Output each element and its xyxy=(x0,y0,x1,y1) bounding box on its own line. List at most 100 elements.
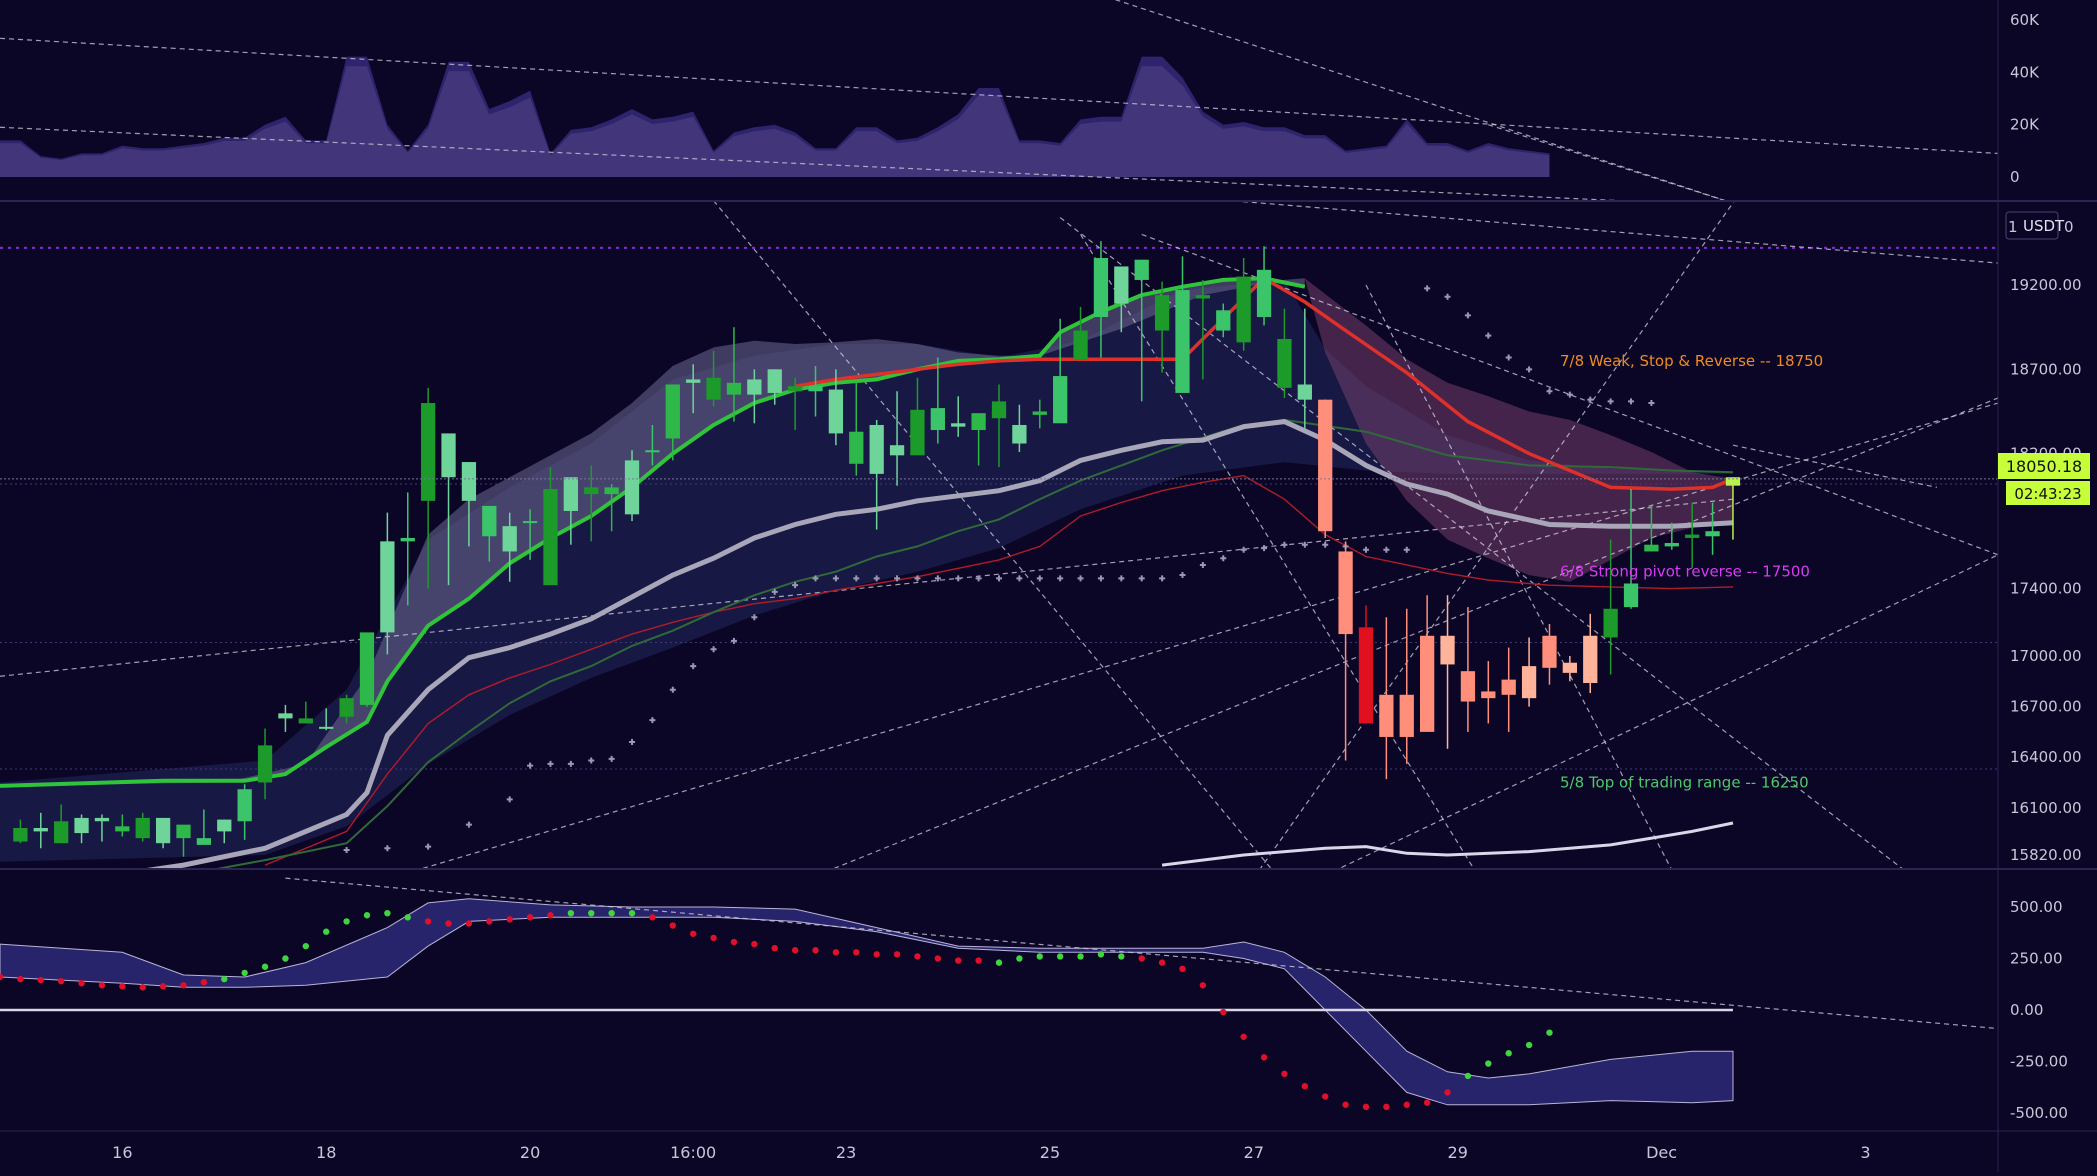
psar-mark xyxy=(384,845,391,852)
volume-trend-line xyxy=(0,37,1998,155)
currency-badge[interactable] xyxy=(2005,211,2059,240)
trend-line xyxy=(1339,554,1998,868)
trend-line xyxy=(1365,284,1672,868)
candle-body xyxy=(1256,269,1272,318)
psar-mark xyxy=(1057,575,1064,582)
osc-dot xyxy=(139,984,146,991)
osc-dot xyxy=(384,909,391,917)
osc-dot xyxy=(241,969,248,977)
osc-dot xyxy=(832,949,840,956)
osc-dot xyxy=(506,916,513,923)
psar-mark xyxy=(567,760,574,767)
psar-mark xyxy=(1424,285,1431,292)
psar-mark xyxy=(1505,354,1512,361)
trend-line xyxy=(1240,202,1998,264)
currency-close: 0 xyxy=(2064,218,2074,236)
candle-body xyxy=(1623,583,1639,608)
osc-dot xyxy=(343,918,350,925)
psar-mark xyxy=(730,637,737,644)
candle-body xyxy=(421,403,436,501)
candle-body xyxy=(339,698,354,717)
candle-body xyxy=(665,384,680,439)
candle-body xyxy=(869,424,884,474)
countdown-tag: 02:43:23 xyxy=(2014,485,2081,503)
psar-mark xyxy=(853,575,860,582)
psar-mark xyxy=(894,575,901,582)
psar-mark xyxy=(1444,293,1451,300)
psar-mark xyxy=(771,588,778,595)
psar-mark xyxy=(1016,575,1023,582)
candle-body xyxy=(298,718,313,724)
volume-tick-label: 60K xyxy=(2010,11,2040,29)
candle-body xyxy=(767,369,782,393)
osc-dot xyxy=(1403,1101,1410,1108)
osc-dot xyxy=(853,949,860,956)
osc-dot xyxy=(1281,1070,1288,1078)
candle-body xyxy=(787,386,803,392)
candle-body xyxy=(461,462,477,501)
osc-dot xyxy=(404,914,411,921)
psar-mark xyxy=(690,663,697,670)
psar-mark xyxy=(1607,398,1614,405)
psar-mark xyxy=(1138,575,1145,582)
osc-dot xyxy=(649,914,656,921)
osc-dot xyxy=(1485,1060,1492,1067)
osc-dot xyxy=(1158,959,1166,966)
osc-dot xyxy=(1546,1029,1553,1036)
osc-dot xyxy=(995,959,1003,966)
osc-tick-label: 500.00 xyxy=(2010,898,2063,916)
osc-dot xyxy=(628,909,636,917)
price-panel: 7/8 Weak, Stop & Reverse -- 18750 6/8 Str… xyxy=(0,202,1998,868)
osc-tick-label: 250.00 xyxy=(2010,950,2063,968)
oscillator-panel xyxy=(0,877,1998,1111)
psar-mark xyxy=(1097,575,1104,582)
candle-body xyxy=(135,817,150,839)
candle-body xyxy=(1521,666,1537,699)
candle-body xyxy=(33,828,48,832)
candle-body xyxy=(808,386,823,392)
osc-dot xyxy=(771,945,778,952)
price-tick-label: 18700.00 xyxy=(2010,360,2082,378)
candle-body xyxy=(380,541,395,633)
osc-dot xyxy=(180,982,187,989)
candle-body xyxy=(1603,608,1618,638)
volume-trend-line xyxy=(1488,124,1726,200)
osc-dot xyxy=(1362,1103,1370,1111)
murrey-annotation-1: 7/8 Weak, Stop & Reverse -- 18750 xyxy=(1560,352,1823,370)
time-tick-label: 29 xyxy=(1448,1143,1468,1162)
ma-gray xyxy=(146,419,1734,868)
candle-body xyxy=(624,460,640,515)
osc-dot xyxy=(893,951,901,958)
psar-mark xyxy=(588,757,595,764)
psar-mark xyxy=(425,843,432,850)
psar-mark xyxy=(1220,555,1227,562)
psar-mark xyxy=(934,575,941,582)
candle-body xyxy=(828,389,844,434)
psar-mark xyxy=(1526,366,1533,373)
psar-mark xyxy=(1179,572,1186,579)
osc-dot xyxy=(526,914,534,921)
psar-mark xyxy=(710,646,717,653)
osc-dot xyxy=(0,973,4,981)
osc-dot xyxy=(751,940,758,948)
volume-trend-line xyxy=(0,126,1619,200)
osc-dot xyxy=(1444,1089,1451,1096)
candle-body xyxy=(1053,376,1068,424)
osc-dot xyxy=(588,909,595,917)
candle-body xyxy=(889,445,905,456)
candle-body xyxy=(237,789,252,822)
volume-tick-label: 40K xyxy=(2010,63,2040,81)
candle-body xyxy=(1664,543,1679,547)
osc-dot xyxy=(812,947,819,954)
countdown-tag-bg xyxy=(2006,481,2090,505)
psar-mark xyxy=(1485,332,1492,339)
ema-red xyxy=(794,276,1734,491)
trend-line xyxy=(1080,234,1475,868)
trend-line xyxy=(713,202,1272,868)
candle-body xyxy=(1093,258,1109,318)
ma-dark-green xyxy=(216,418,1734,868)
psar-mark xyxy=(1464,312,1471,319)
psar-mark xyxy=(1301,541,1308,548)
